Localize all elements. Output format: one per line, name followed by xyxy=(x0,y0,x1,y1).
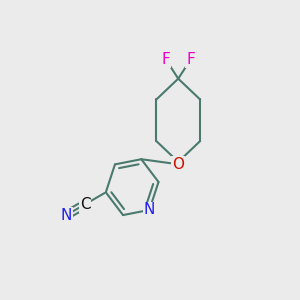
Text: F: F xyxy=(161,52,170,67)
Text: N: N xyxy=(144,202,155,217)
Text: C: C xyxy=(80,197,91,212)
Text: N: N xyxy=(60,208,72,223)
Text: O: O xyxy=(172,157,184,172)
Text: F: F xyxy=(186,52,195,67)
